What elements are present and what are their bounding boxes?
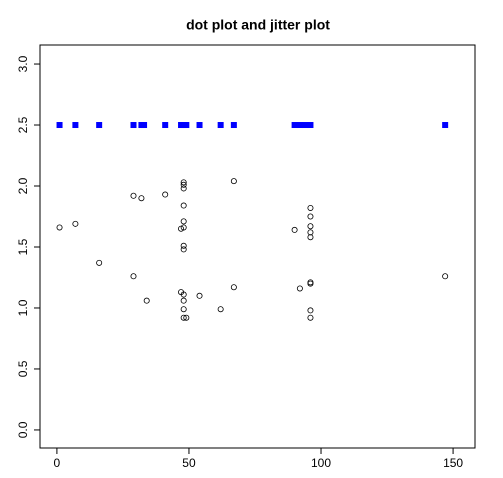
y-tick-label: 1.5 <box>16 238 30 255</box>
point <box>291 226 298 233</box>
point <box>180 291 187 298</box>
point <box>230 122 237 129</box>
point <box>307 279 314 286</box>
x-tick-label: 0 <box>54 456 61 470</box>
point <box>442 273 449 280</box>
point <box>162 122 169 129</box>
point <box>296 122 303 129</box>
point <box>96 122 103 129</box>
point <box>307 280 314 287</box>
point <box>180 185 187 192</box>
point <box>307 122 314 129</box>
x-tick-label: 100 <box>311 456 331 470</box>
point <box>307 234 314 241</box>
point <box>180 314 187 321</box>
chart-title: dot plot and jitter plot <box>186 17 330 33</box>
x-tick-label: 50 <box>182 456 196 470</box>
y-tick-label: 0.0 <box>16 421 30 438</box>
point <box>72 122 79 129</box>
x-tick-label: 150 <box>443 456 463 470</box>
point <box>230 178 237 185</box>
y-tick-label: 2.0 <box>16 177 30 194</box>
point <box>307 307 314 314</box>
point <box>307 213 314 220</box>
point <box>196 292 203 299</box>
point <box>130 122 137 129</box>
point <box>138 195 145 202</box>
point <box>180 202 187 209</box>
point <box>302 122 309 129</box>
point <box>217 306 224 313</box>
y-tick-label: 1.0 <box>16 299 30 316</box>
point <box>180 179 187 186</box>
point <box>180 306 187 313</box>
point <box>217 122 224 129</box>
point <box>180 181 187 188</box>
point <box>307 229 314 236</box>
point <box>180 242 187 249</box>
point <box>307 223 314 230</box>
point <box>130 192 137 199</box>
point <box>296 285 303 292</box>
point <box>307 314 314 321</box>
point <box>307 204 314 211</box>
point <box>143 297 150 304</box>
point <box>180 246 187 253</box>
point <box>180 297 187 304</box>
point <box>56 224 63 231</box>
point <box>162 191 169 198</box>
y-tick-label: 2.5 <box>16 116 30 133</box>
point <box>230 284 237 291</box>
point <box>442 122 449 129</box>
point <box>183 122 190 129</box>
point <box>141 122 148 129</box>
point <box>72 220 79 227</box>
y-tick-label: 0.5 <box>16 360 30 377</box>
point <box>183 314 190 321</box>
point <box>56 122 63 129</box>
point <box>180 218 187 225</box>
point <box>130 273 137 280</box>
point <box>178 225 185 232</box>
point <box>291 122 298 129</box>
point <box>196 122 203 129</box>
plot-box <box>39 44 476 449</box>
point <box>96 259 103 266</box>
y-tick-label: 3.0 <box>16 55 30 72</box>
